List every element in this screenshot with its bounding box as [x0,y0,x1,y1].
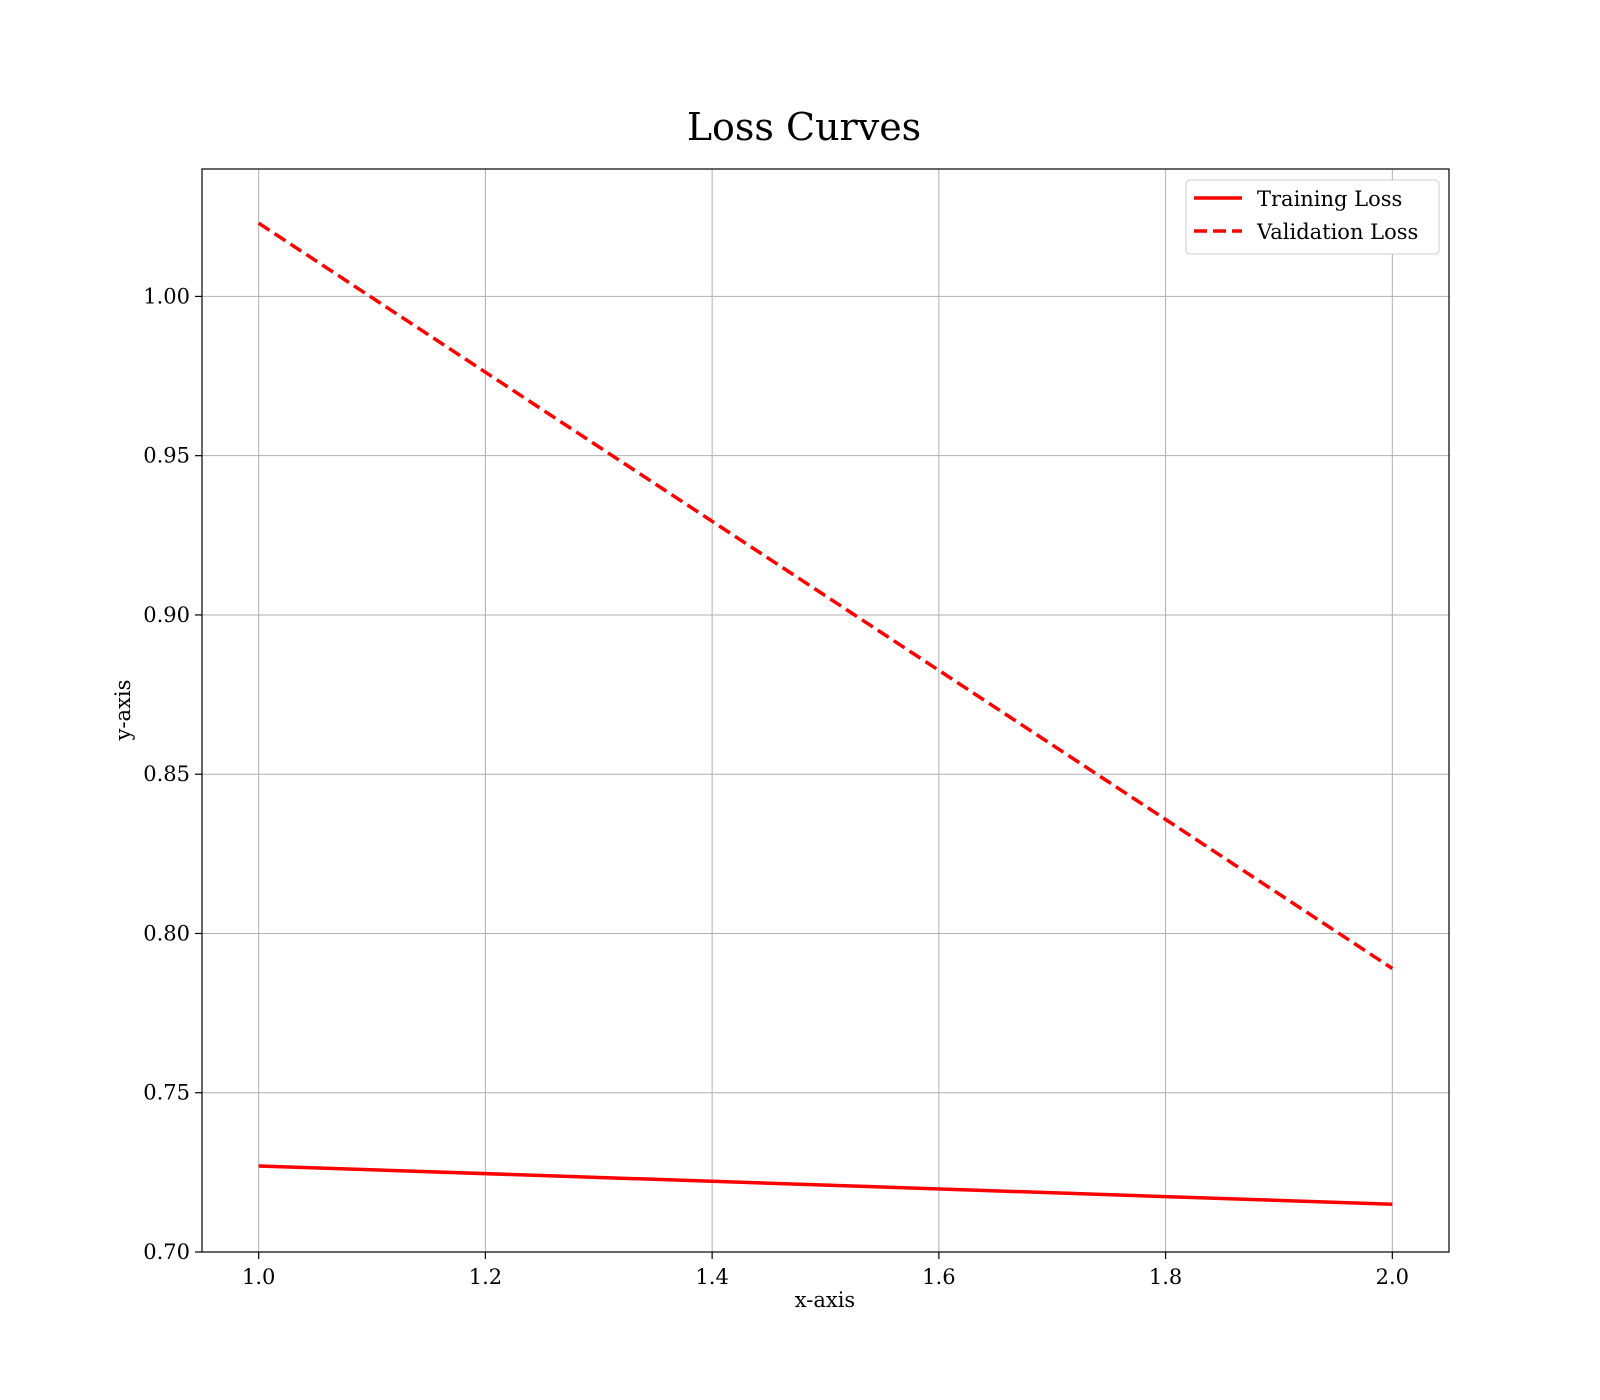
y-tick-label: 0.90 [143,603,190,627]
y-tick-label: 0.95 [143,444,190,468]
tick-layer: 1.0 1.2 1.4 1.6 1.8 2.0 0.70 0.75 0.80 0.85 0.90 0.… [143,284,1409,1289]
x-tick-label: 1.8 [1149,1265,1182,1289]
grid-layer [202,169,1449,1253]
x-tick-label: 1.4 [695,1265,728,1289]
x-axis-label: x-axis [795,1288,855,1312]
series-line-validation-loss [257,221,1394,970]
x-tick-label: 1.2 [469,1265,502,1289]
y-tick-label: 0.70 [143,1240,190,1264]
legend: Training Loss Validation Loss [1185,179,1440,255]
legend-box [1185,179,1440,255]
legend-label-training-loss: Training Loss [1257,187,1402,211]
x-tick-label: 2.0 [1376,1265,1409,1289]
x-tick-label: 1.0 [242,1265,275,1289]
y-tick-label: 1.00 [143,284,190,308]
y-tick-label: 0.80 [143,921,190,945]
series-layer [257,221,1394,1206]
x-tick-label: 1.6 [922,1265,955,1289]
y-tick-label: 0.85 [143,762,190,786]
legend-label-validation-loss: Validation Loss [1256,220,1418,244]
y-tick-label: 0.75 [143,1081,190,1105]
y-axis-label: y-axis [111,680,135,742]
series-line-training-loss [258,1164,1393,1206]
chart-title: Loss Curves [687,105,921,149]
plot-frame [201,168,1450,1253]
